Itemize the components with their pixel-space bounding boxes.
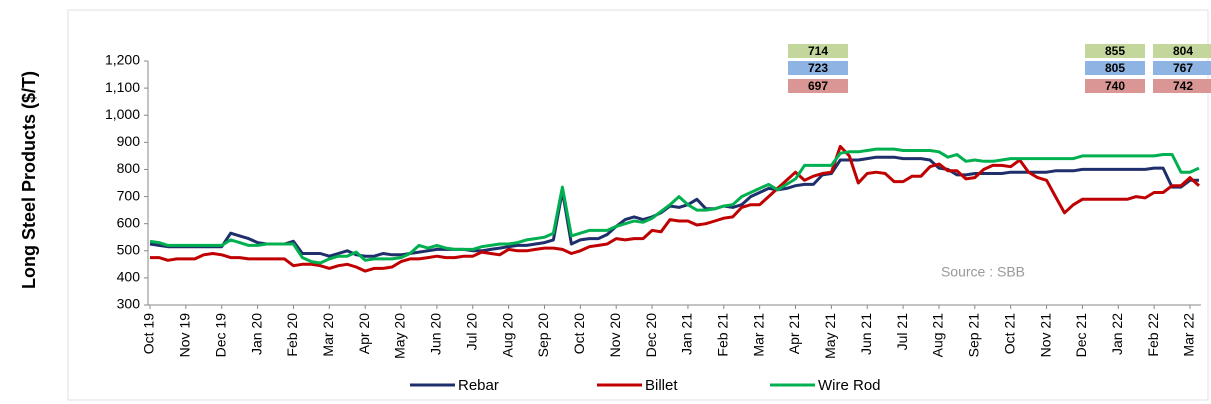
x-tick-label: Aug 20	[499, 313, 515, 358]
annotation-label: 855	[1105, 44, 1125, 58]
x-tick-label: May 20	[392, 313, 408, 359]
annotation-box	[1153, 79, 1211, 93]
x-tick-label: Jun 20	[428, 313, 444, 355]
x-tick-label: Feb 21	[714, 313, 730, 357]
x-tick-label: Dec 19	[212, 313, 228, 358]
annotation-label: 804	[1173, 44, 1193, 58]
annotation-label: 767	[1173, 61, 1193, 75]
x-tick-label: Nov 21	[1037, 313, 1053, 358]
source-note: Source : SBB	[941, 264, 1025, 280]
y-tick-label: 900	[117, 133, 141, 149]
series-line	[150, 144, 1201, 273]
x-tick-label: Aug 21	[930, 313, 946, 358]
x-tick-label: Dec 21	[1073, 313, 1089, 358]
annotation-label: 805	[1105, 61, 1125, 75]
y-tick-label: 500	[117, 241, 141, 257]
y-tick-label: 1,200	[105, 52, 140, 68]
x-tick-label: Feb 20	[284, 313, 300, 357]
y-tick-label: 1,000	[105, 106, 140, 122]
x-tick-label: Nov 20	[607, 313, 623, 358]
x-tick-label: Jul 20	[463, 313, 479, 351]
annotation-label: 740	[1105, 79, 1125, 93]
y-tick-label: 400	[117, 269, 141, 285]
x-tick-label: Mar 20	[320, 313, 336, 357]
y-tick-label: 1,100	[105, 79, 140, 95]
x-tick-label: Nov 19	[177, 313, 193, 358]
x-tick-label: May 21	[822, 313, 838, 359]
annotation-label: 714	[808, 44, 828, 58]
y-tick-label: 300	[117, 296, 141, 312]
annotation-box	[788, 44, 848, 58]
x-tick-label: Apr 20	[356, 313, 372, 354]
series-line	[149, 147, 1200, 265]
x-tick-label: Jun 21	[858, 313, 874, 355]
chart-frame	[67, 9, 1209, 401]
x-tick-label: Jan 21	[679, 313, 695, 355]
x-tick-label: Mar 22	[1181, 313, 1197, 357]
x-tick-label: Oct 20	[571, 313, 587, 354]
x-tick-label: Oct 19	[141, 313, 157, 354]
y-tick-label: 700	[117, 187, 141, 203]
y-tick-label: 800	[117, 160, 141, 176]
x-tick-label: Dec 20	[643, 313, 659, 358]
annotation-label: 723	[808, 61, 828, 75]
annotation-box	[788, 61, 848, 75]
legend-label: Wire Rod	[818, 377, 881, 394]
x-tick-label: Sep 20	[535, 313, 551, 358]
annotation-box	[1085, 79, 1145, 93]
legend-label: Rebar	[458, 377, 499, 394]
y-tick-label: 600	[117, 214, 141, 230]
annotation-box	[788, 79, 848, 93]
x-tick-label: Jan 22	[1109, 313, 1125, 355]
annotation-box	[1085, 61, 1145, 75]
x-tick-label: Mar 21	[750, 313, 766, 357]
series-line	[149, 155, 1199, 258]
y-axis-label: Long Steel Products ($/T)	[19, 71, 39, 289]
x-tick-label: Feb 22	[1145, 313, 1161, 357]
x-tick-label: Oct 21	[1001, 313, 1017, 354]
annotation-label: 697	[808, 79, 828, 93]
annotation-box	[1085, 44, 1145, 58]
x-tick-label: Apr 21	[786, 313, 802, 354]
legend-label: Billet	[645, 377, 678, 394]
annotation-label: 742	[1173, 79, 1193, 93]
annotation-box	[1153, 61, 1211, 75]
x-tick-label: Jan 20	[248, 313, 264, 355]
x-tick-label: Jul 21	[894, 313, 910, 351]
annotation-box	[1153, 44, 1211, 58]
x-tick-label: Sep 21	[966, 313, 982, 358]
